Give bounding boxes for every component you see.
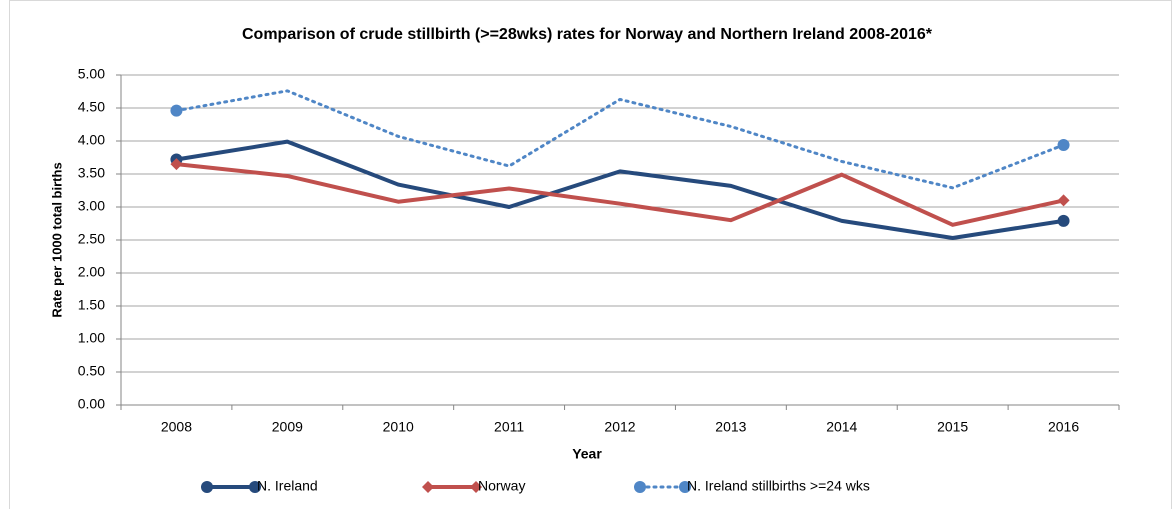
series-line — [176, 162, 1064, 227]
y-tick-label: 0.50 — [78, 363, 105, 379]
marker — [170, 158, 183, 171]
x-tick-label: 2011 — [494, 419, 524, 435]
x-tick-label: 2014 — [826, 419, 857, 435]
y-tick-label: 1.00 — [78, 330, 105, 346]
legend-marker — [422, 481, 434, 493]
x-tick-label: 2015 — [937, 419, 968, 435]
y-tick-label: 1.50 — [78, 297, 105, 313]
legend-marker — [679, 481, 691, 493]
y-axis-label: Rate per 1000 total births — [49, 162, 64, 317]
y-tick-label: 4.50 — [78, 99, 105, 115]
x-tick-label: 2009 — [272, 419, 303, 435]
y-tick-label: 2.50 — [78, 231, 105, 247]
legend-marker — [470, 481, 482, 493]
series-line — [174, 89, 1066, 190]
legend-label: N. Ireland stillbirths >=24 wks — [687, 478, 870, 494]
marker — [1057, 214, 1070, 227]
y-tick-label: 3.00 — [78, 198, 105, 214]
x-tick-label: 2010 — [383, 419, 414, 435]
x-tick-label: 2012 — [604, 419, 635, 435]
legend-label: N. Ireland — [257, 478, 318, 494]
x-tick-label: 2008 — [161, 419, 192, 435]
chart-title: Comparison of crude stillbirth (>=28wks)… — [242, 26, 933, 43]
marker — [1057, 138, 1070, 151]
y-tick-label: 0.00 — [78, 396, 105, 412]
series-line — [176, 139, 1064, 241]
marker — [1057, 194, 1070, 207]
y-tick-label: 2.00 — [78, 264, 105, 280]
x-axis-label: Year — [572, 446, 602, 462]
legend-marker — [249, 481, 261, 493]
x-tick-label: 2016 — [1048, 419, 1079, 435]
chart-frame — [9, 0, 1172, 509]
legend-marker — [634, 481, 646, 493]
y-tick-label: 3.50 — [78, 165, 105, 181]
legend-marker — [201, 481, 213, 493]
x-tick-label: 2013 — [715, 419, 746, 435]
y-tick-label: 5.00 — [78, 66, 105, 82]
legend-label: Norway — [478, 478, 525, 494]
y-tick-label: 4.00 — [78, 132, 105, 148]
marker — [170, 104, 183, 117]
